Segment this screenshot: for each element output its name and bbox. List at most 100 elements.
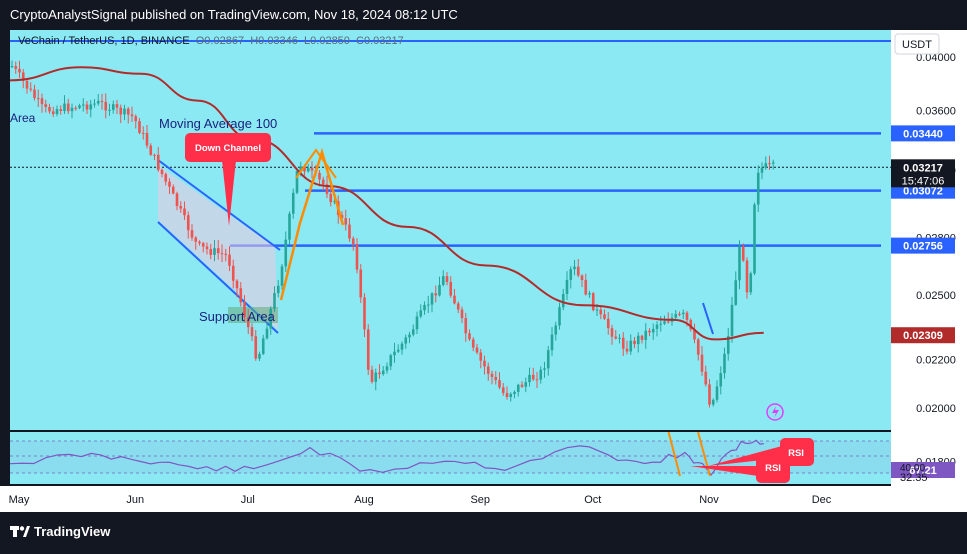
candle-body (696, 339, 700, 355)
candle-body (509, 394, 513, 397)
time-axis[interactable]: May Jun Jul Aug Sep Oct Nov Dec (0, 486, 967, 512)
rsi-svg: RSI RSI (9, 425, 891, 483)
candle-body (569, 269, 573, 280)
candle-body (149, 145, 153, 155)
candle-body (288, 213, 291, 240)
candle-body (644, 330, 648, 340)
candle-body (74, 107, 78, 109)
candle-body (344, 218, 348, 225)
rsi-pane[interactable]: RSI RSI (9, 425, 891, 484)
candle-body (633, 340, 636, 345)
time-tick-5: Oct (584, 494, 601, 506)
candle-body (618, 337, 621, 339)
rsi-callout-1-pointer (708, 446, 782, 466)
candle-body (306, 168, 310, 172)
candle-body (280, 266, 284, 286)
support-area-box (228, 307, 278, 323)
orange-zigzag (279, 147, 345, 301)
candle-body (576, 266, 580, 276)
candle-body (25, 80, 29, 89)
price-scale[interactable]: 0.040000.036000.032000.028000.025000.022… (891, 30, 967, 515)
candle-body (130, 114, 134, 117)
candle-body (715, 386, 719, 400)
candle-body (546, 350, 550, 369)
candle-body (426, 304, 430, 306)
candle-body (408, 334, 411, 338)
candle-body (490, 373, 494, 377)
annotation-ma: Moving Average 100 (159, 116, 277, 131)
candle-body (51, 111, 55, 115)
candle-body (389, 355, 393, 367)
time-tick-1: Jun (126, 494, 144, 506)
ma-badge (891, 327, 955, 344)
candle-body (531, 374, 535, 380)
candle-body (674, 313, 678, 318)
price-chart-pane[interactable]: VeChain / TetherUS, 1D, BINANCE O0.02867… (9, 30, 891, 430)
candle-body (55, 109, 59, 115)
candle-body (36, 98, 40, 100)
time-tick-7: Dec (812, 494, 832, 506)
candle-body (126, 108, 130, 115)
candle-body (711, 399, 715, 405)
candle-body (141, 132, 145, 134)
candle-body (318, 172, 321, 180)
down-channel-upper (157, 159, 281, 251)
candle-body (269, 308, 273, 329)
candle-body (224, 253, 228, 255)
candle-body (355, 244, 359, 270)
candle-body (741, 246, 745, 261)
candle-body (415, 316, 419, 330)
time-axis-svg: May Jun Jul Aug Sep Oct Nov Dec (9, 494, 832, 506)
footer: TradingView (0, 516, 967, 549)
candle-body (449, 282, 453, 296)
candle-body (153, 154, 156, 156)
candle-body (119, 107, 123, 115)
moving-average-line (9, 66, 764, 341)
candle-body (33, 89, 36, 99)
candle-body (186, 215, 190, 231)
candle-body (528, 374, 531, 383)
candle-body (441, 276, 445, 285)
candle-body (400, 343, 404, 350)
blue-arrow (702, 302, 714, 335)
time-tick-4: Sep (470, 494, 490, 506)
rsi-value-label: 67.21 (909, 465, 937, 477)
publisher-header: CryptoAnalystSignal published on Trading… (0, 0, 967, 30)
candle-body (104, 101, 108, 111)
candle-body (381, 370, 385, 375)
rsi-axis-label: 40.00 (900, 463, 925, 474)
level-badge-1-label: 0.03072 (903, 186, 943, 198)
candle-body (284, 239, 288, 267)
time-tick-2: Jul (241, 494, 255, 506)
level-badge-0 (891, 125, 955, 142)
rsi-callout-2 (756, 455, 790, 483)
candle-body (325, 184, 329, 194)
candle-body (610, 328, 614, 337)
rsi-orange-line-2 (697, 431, 711, 477)
price-tick-0: 0.04000 (916, 52, 956, 64)
candle-body (96, 100, 100, 104)
price-tick-6: 0.02000 (916, 403, 956, 415)
candle-body (63, 103, 66, 111)
candle-body (378, 372, 381, 375)
annotation-area: Area (10, 111, 36, 125)
rsi-line (9, 439, 764, 476)
candle-body (629, 340, 633, 352)
candle-body (434, 293, 438, 296)
candle-body (456, 303, 460, 310)
candle-body (513, 391, 516, 395)
candle-body (190, 230, 194, 238)
candle-body (453, 295, 456, 304)
ohlc-high: H0.03346 (250, 35, 298, 47)
time-tick-6: Nov (699, 494, 719, 506)
candle-body (771, 162, 775, 164)
candle-body (749, 273, 753, 293)
current-price-badge-label: 0.03217 (903, 162, 943, 174)
candle-body (291, 192, 295, 214)
candle-body (438, 284, 441, 296)
candle-body (535, 379, 539, 381)
candle-body (468, 333, 471, 340)
time-tick-3: Aug (354, 494, 374, 506)
candle-body (505, 392, 509, 397)
candle-body (246, 317, 250, 328)
